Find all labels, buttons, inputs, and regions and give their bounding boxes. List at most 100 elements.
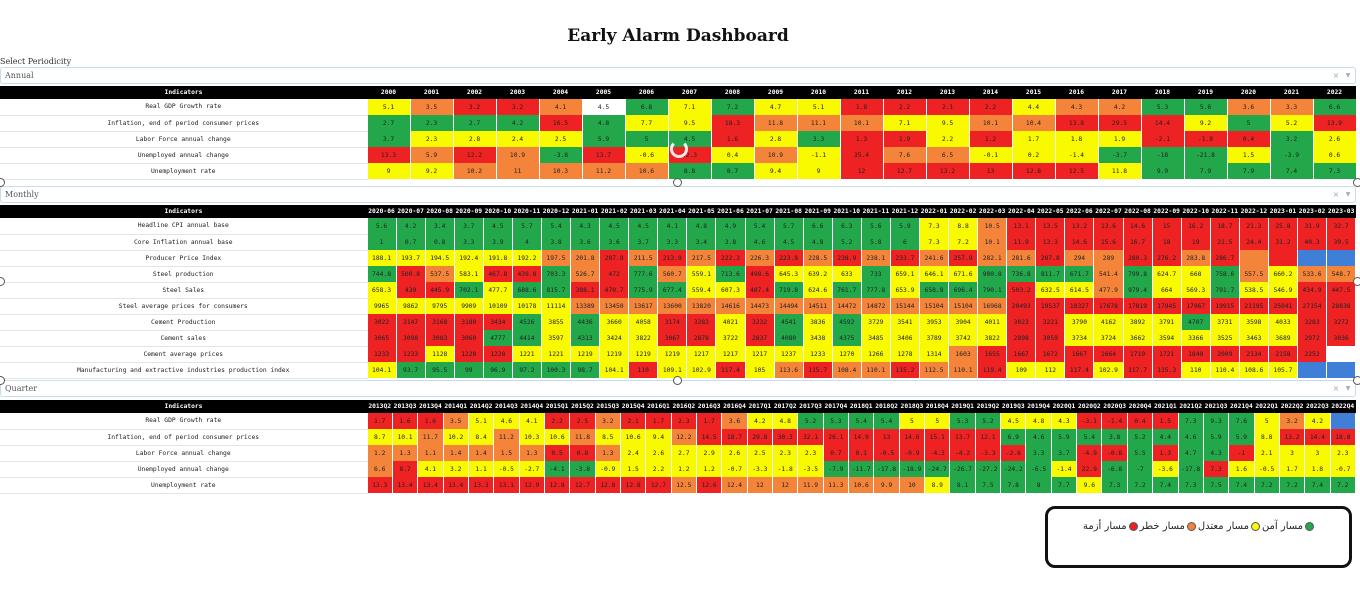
value-cell: 6.5: [926, 147, 970, 163]
value-cell: 19915: [1210, 298, 1240, 314]
indicator-name: Unemployed annual change: [0, 147, 368, 164]
period-header: 2022Q1: [1254, 400, 1280, 413]
chevron-down-icon[interactable]: ▼: [1345, 191, 1351, 198]
resize-handle[interactable]: [1353, 178, 1360, 187]
value-cell: 5.4: [541, 218, 572, 234]
value-cell: 4: [512, 234, 542, 250]
period-header: 2013Q3: [392, 400, 418, 413]
resize-handle[interactable]: [673, 178, 682, 187]
value-cell: -27.2: [975, 461, 1002, 477]
indicator-name: Real GDP Growth rate: [0, 413, 368, 430]
value-cell: 12.5: [1055, 163, 1099, 179]
value-cell: 9.2: [410, 163, 454, 179]
value-cell: 8.4: [468, 429, 495, 445]
value-cell: -3.1: [1076, 413, 1103, 429]
legend-dot-icon: [1305, 522, 1315, 531]
value-cell: 1.2: [671, 461, 697, 477]
period-header: 2011: [840, 86, 883, 99]
value-cell: 2.5: [539, 131, 583, 147]
value-cell: 10.1: [840, 115, 884, 131]
clear-icon[interactable]: ×: [1332, 71, 1340, 80]
value-cell: 10.2: [443, 429, 469, 445]
value-cell: 3147: [396, 314, 426, 330]
value-cell: 979.4: [1123, 282, 1153, 298]
value-cell: 102.9: [1093, 362, 1124, 378]
value-cell: 7.2: [1127, 477, 1154, 493]
value-cell: 645.3: [774, 266, 804, 282]
resize-handle[interactable]: [1353, 277, 1360, 286]
chevron-down-icon[interactable]: ▼: [1345, 385, 1351, 392]
value-cell: 18327: [1064, 298, 1095, 314]
value-cell: 503.2: [1006, 282, 1037, 298]
value-cell: 4021: [715, 314, 746, 330]
value-cell: 286.7: [1210, 250, 1240, 266]
value-cell: 3734: [1064, 330, 1095, 346]
period-header: 2020: [1227, 86, 1270, 99]
value-cell: 1.4: [468, 445, 495, 461]
table-row: Steel average prices for consumers 9965 98…: [0, 298, 1357, 315]
period-header: 2015Q2: [569, 400, 596, 413]
value-cell: -24.2: [1000, 461, 1027, 477]
value-cell: 2.4: [496, 131, 540, 147]
value-cell: 5.8: [861, 234, 891, 250]
value-cell: 15.6: [1093, 234, 1124, 250]
value-cell: 2158: [1268, 346, 1299, 362]
value-cell: 445.9: [425, 282, 455, 298]
value-cell: 3434: [483, 314, 513, 330]
value-cell: 13600: [657, 298, 688, 314]
legend-box: مسار آمن مسار معتدل مسار خطر مسار أزمة: [1045, 506, 1352, 568]
value-cell: 7.3: [1203, 461, 1230, 477]
resize-handle[interactable]: [0, 376, 5, 385]
value-cell: 1719: [1123, 346, 1153, 362]
value-cell: 10.1: [392, 429, 419, 445]
value-cell: 546.9: [1268, 282, 1299, 298]
indicator-name: Headline CPI annual base: [0, 218, 368, 235]
value-cell: 3791: [1152, 314, 1182, 330]
value-cell: 2.1: [620, 413, 647, 429]
value-cell: 241.6: [919, 250, 950, 266]
value-cell: 2.2: [969, 99, 1013, 115]
value-cell: 7.6: [883, 147, 927, 163]
value-cell: 12.5: [671, 477, 697, 493]
period-header: 2022-06: [1064, 205, 1094, 218]
period-header: 2008: [711, 86, 754, 99]
value-cell: 9.4: [754, 163, 798, 179]
value-cell: 14472: [832, 298, 862, 314]
value-cell: -3.3: [975, 445, 1002, 461]
value-cell: 4.6: [1025, 429, 1052, 445]
value-cell: 9: [797, 163, 841, 179]
resize-handle[interactable]: [0, 277, 5, 286]
resize-handle[interactable]: [0, 178, 5, 187]
value-cell: 10109: [483, 298, 513, 314]
value-cell: 13.2: [926, 163, 970, 179]
value-cell: 4.2: [1304, 413, 1331, 429]
value-cell: 7.2: [948, 234, 979, 250]
period-header: 2019: [1184, 86, 1227, 99]
value-cell: 17819: [1123, 298, 1153, 314]
resize-handle[interactable]: [1353, 376, 1360, 385]
indicator-name: Labor Force annual change: [0, 445, 368, 462]
value-cell: 2009: [1210, 346, 1240, 362]
period-header: 2018Q3: [899, 400, 925, 413]
value-cell: 2.7: [367, 115, 411, 131]
value-cell: 3598: [1239, 314, 1269, 330]
value-cell: -11.7: [848, 461, 875, 477]
value-cell: 8.9: [924, 477, 951, 493]
table-row: Producer Price Index 188.1 193.7 194.5 192.4…: [0, 250, 1357, 267]
page-title: Early Alarm Dashboard: [567, 26, 789, 46]
value-cell: 3789: [919, 330, 950, 346]
value-cell: -17.8: [1178, 461, 1204, 477]
value-cell: 8.1: [949, 477, 976, 493]
chevron-down-icon[interactable]: ▼: [1345, 72, 1351, 79]
value-cell: 19: [1181, 234, 1211, 250]
indicator-name: Labor Force annual change: [0, 131, 368, 148]
value-cell: -3.9: [1270, 147, 1314, 163]
value-cell: 4080: [774, 330, 804, 346]
value-cell: 1.5: [620, 461, 647, 477]
resize-handle[interactable]: [673, 376, 682, 385]
annual-periodicity-select[interactable]: Annual × ▼: [0, 67, 1356, 84]
clear-icon[interactable]: ×: [1332, 190, 1340, 199]
value-cell: 8.5: [595, 429, 621, 445]
monthly-periodicity-select[interactable]: Monthly × ▼: [0, 186, 1356, 203]
clear-icon[interactable]: ×: [1332, 384, 1340, 393]
